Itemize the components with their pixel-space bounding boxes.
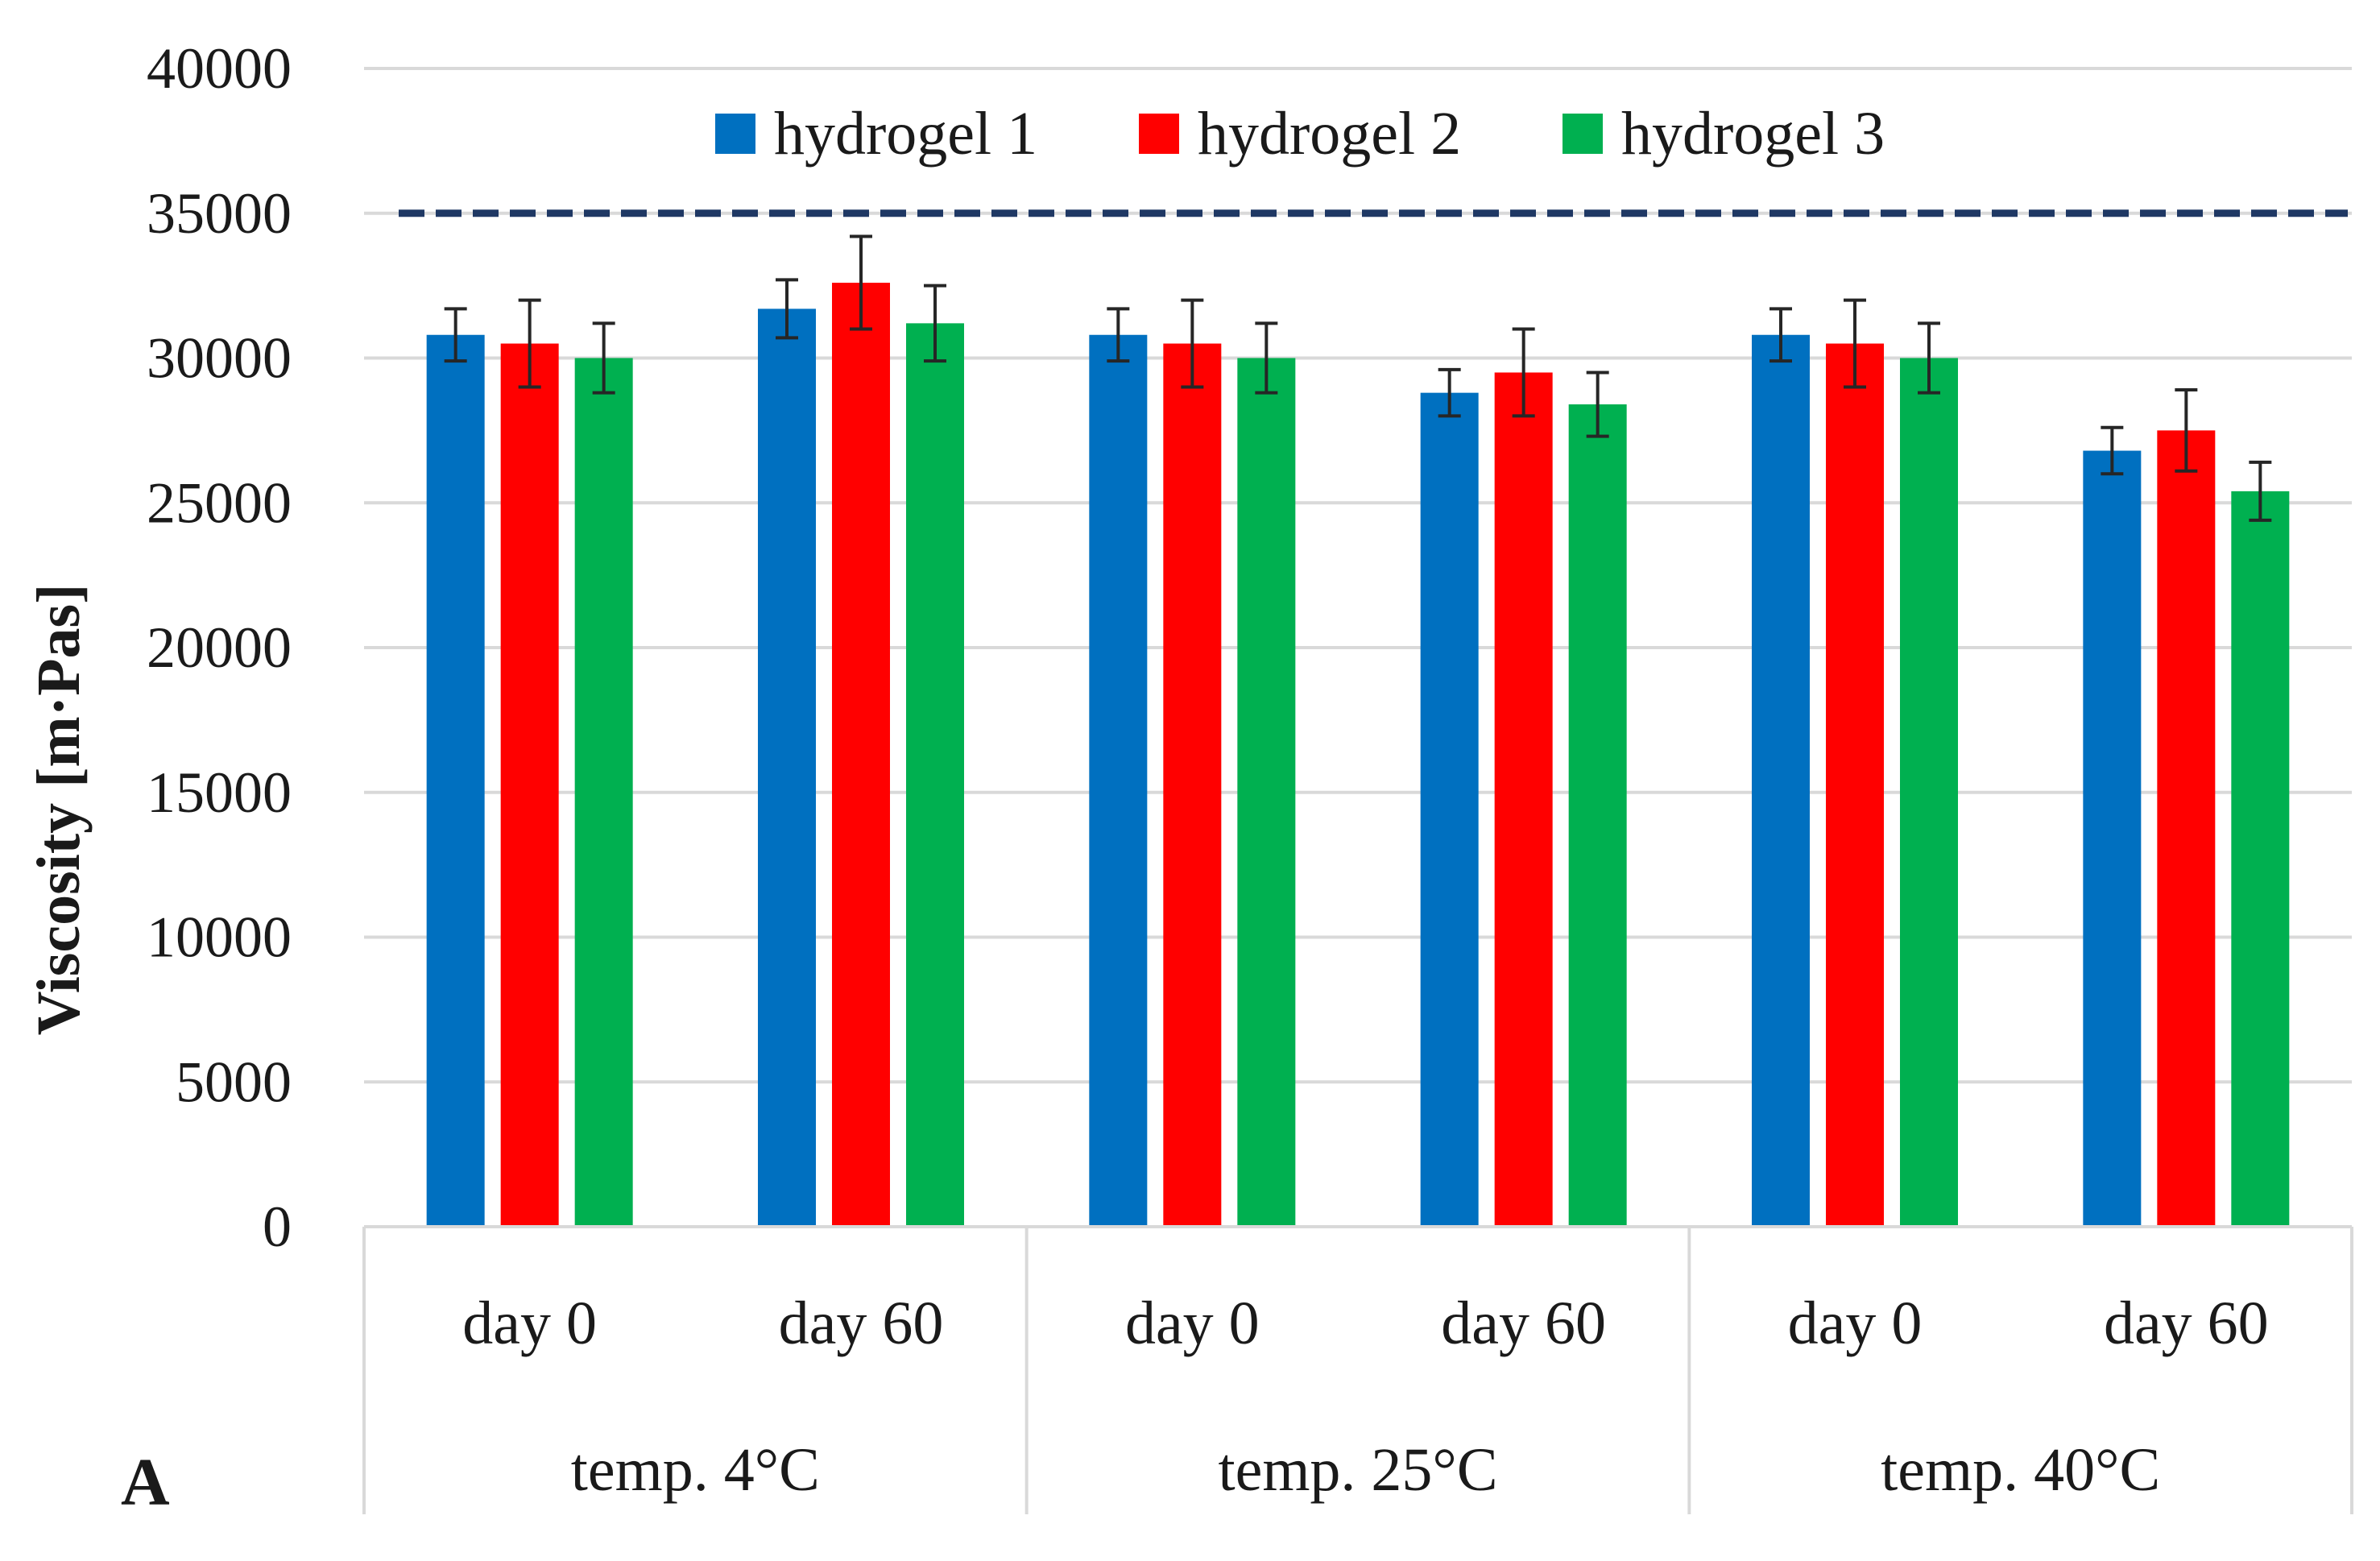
x-tick-label: day 0 bbox=[462, 1290, 597, 1357]
legend-swatch bbox=[1563, 114, 1603, 154]
bar bbox=[2083, 450, 2142, 1227]
bar bbox=[1900, 358, 1958, 1227]
y-tick-label: 40000 bbox=[147, 36, 292, 101]
legend-label: hydrogel 2 bbox=[1198, 100, 1461, 168]
bar bbox=[1752, 334, 1810, 1227]
x-tick-label: day 60 bbox=[1441, 1290, 1606, 1357]
bar bbox=[1494, 372, 1553, 1228]
bars bbox=[426, 283, 2290, 1228]
x-axis: day 0 day 60 day 0 day 60 day 0 day 60 temp. 4… bbox=[362, 1225, 2353, 1514]
x-tick-label: day 0 bbox=[1788, 1290, 1923, 1357]
bar bbox=[1420, 392, 1479, 1227]
bar bbox=[2231, 491, 2290, 1227]
x-tick-label: day 0 bbox=[1125, 1290, 1260, 1357]
x-tick-label: day 60 bbox=[779, 1290, 944, 1357]
legend: hydrogel 1 hydrogel 2 hydrogel 3 bbox=[715, 100, 1885, 168]
bar bbox=[832, 283, 890, 1227]
bar bbox=[1568, 404, 1627, 1227]
x-group-label: temp. 4°C bbox=[571, 1436, 820, 1504]
y-tick-label: 10000 bbox=[147, 905, 292, 970]
y-tick-label: 15000 bbox=[147, 760, 292, 825]
bar bbox=[500, 343, 559, 1227]
bar bbox=[1826, 343, 1884, 1227]
y-tick-label: 0 bbox=[263, 1195, 292, 1259]
legend-swatch bbox=[715, 114, 755, 154]
bar bbox=[1237, 358, 1296, 1227]
x-tick-label: day 60 bbox=[2104, 1290, 2269, 1357]
bar bbox=[426, 334, 485, 1227]
bar bbox=[1089, 334, 1148, 1227]
x-group-label: temp. 25°C bbox=[1218, 1436, 1497, 1504]
bar bbox=[758, 308, 816, 1227]
y-tick-label: 30000 bbox=[147, 326, 292, 391]
panel-label: A bbox=[121, 1445, 170, 1520]
legend-label: hydrogel 1 bbox=[774, 100, 1037, 168]
bar bbox=[906, 323, 964, 1227]
error-bars bbox=[444, 234, 2272, 522]
y-axis-ticks: 0 5000 10000 15000 20000 25000 30000 35000 40000 bbox=[147, 36, 292, 1259]
bar bbox=[2157, 430, 2216, 1227]
y-tick-label: 35000 bbox=[147, 181, 292, 246]
legend-swatch bbox=[1139, 114, 1179, 154]
bar bbox=[1163, 343, 1222, 1227]
gridlines bbox=[364, 67, 2352, 1084]
x-group-label: temp. 40°C bbox=[1881, 1436, 2160, 1504]
y-tick-label: 5000 bbox=[176, 1050, 292, 1114]
y-axis-label: Viscosity [m·Pas] bbox=[25, 584, 93, 1036]
legend-label: hydrogel 3 bbox=[1621, 100, 1885, 168]
y-tick-label: 25000 bbox=[147, 470, 292, 535]
y-tick-label: 20000 bbox=[147, 615, 292, 680]
bar bbox=[574, 358, 633, 1227]
